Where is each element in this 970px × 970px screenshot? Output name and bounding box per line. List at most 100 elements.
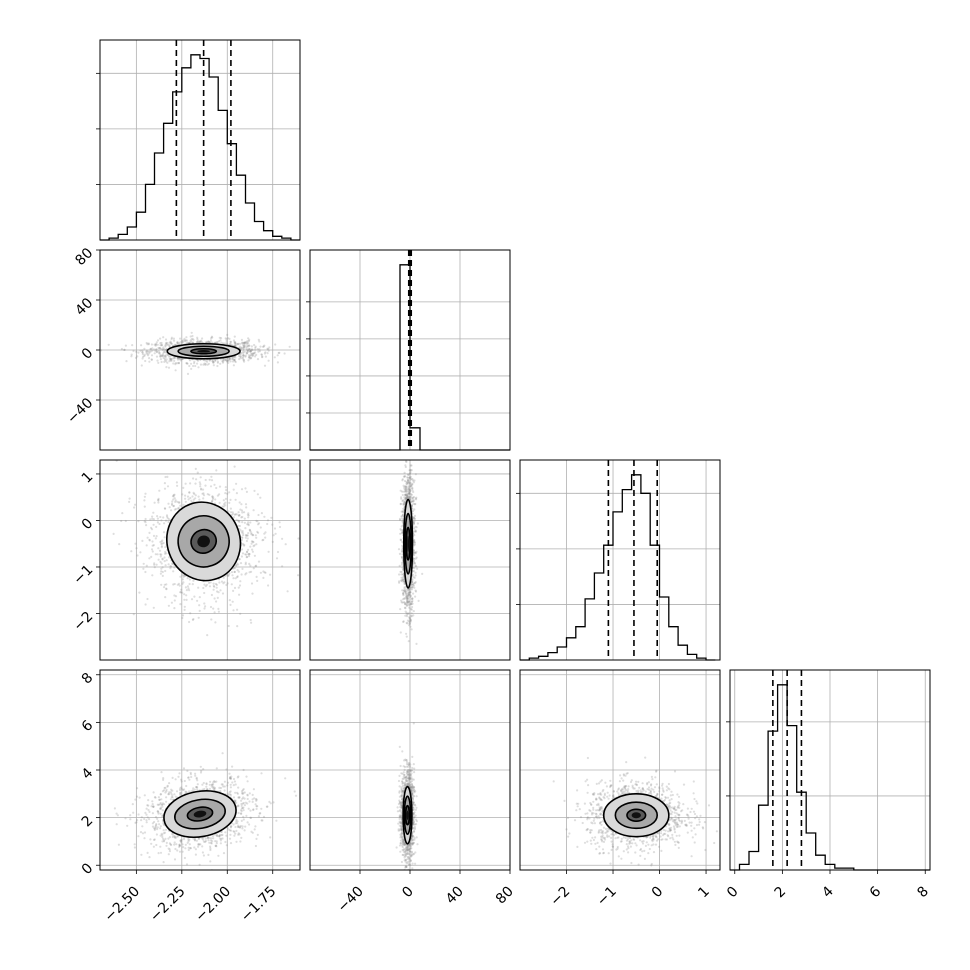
sample-point (411, 586, 414, 589)
sample-point (402, 578, 406, 581)
sample-point (222, 360, 225, 363)
sample-point (403, 475, 406, 478)
sample-point (159, 344, 162, 347)
sample-point (141, 357, 144, 360)
sample-point (188, 778, 191, 781)
sample-point (152, 544, 155, 547)
sample-point (232, 339, 236, 342)
sample-point (186, 585, 189, 588)
sample-point (403, 601, 406, 604)
sample-point (192, 491, 195, 494)
sample-point (164, 342, 168, 345)
sample-point (142, 355, 145, 358)
y-tick-label: 0 (79, 345, 97, 363)
sample-point (207, 853, 210, 857)
sample-point (406, 599, 409, 602)
sample-point (407, 480, 410, 483)
sample-point (159, 806, 162, 809)
sample-point (174, 847, 177, 851)
sample-point (250, 621, 253, 624)
sample-point (404, 493, 407, 497)
sample-point (212, 588, 215, 591)
sample-point (199, 483, 202, 486)
sample-point (407, 490, 411, 493)
sample-point (413, 551, 416, 554)
sample-point (155, 823, 158, 826)
sample-point (163, 354, 166, 357)
sample-point (232, 609, 235, 612)
sample-point (159, 347, 162, 350)
sample-point (162, 336, 165, 339)
sample-point (162, 516, 165, 519)
histogram-steps (100, 54, 300, 241)
sample-point (130, 355, 133, 358)
sample-point (409, 591, 412, 594)
sample-point (229, 511, 233, 514)
sample-point (408, 624, 411, 627)
sample-point (182, 581, 185, 584)
sample-point (135, 795, 139, 798)
sample-point (206, 360, 209, 363)
sample-point (248, 823, 251, 826)
sample-point (210, 341, 213, 344)
sample-point (151, 517, 154, 520)
sample-point (412, 521, 416, 524)
sample-point (155, 341, 158, 344)
sample-point (413, 540, 416, 544)
sample-point (199, 363, 203, 366)
sample-point (178, 844, 181, 847)
sample-point (203, 591, 206, 595)
sample-point (214, 498, 217, 501)
sample-point (154, 796, 157, 799)
sample-point (162, 352, 165, 355)
sample-point (209, 847, 212, 850)
sample-point (151, 803, 154, 806)
sample-point (173, 357, 176, 360)
sample-point (225, 341, 228, 345)
sample-point (242, 350, 245, 353)
sample-point (217, 610, 220, 613)
sample-point (409, 625, 412, 628)
sample-point (237, 570, 240, 573)
sample-point (235, 344, 238, 347)
sample-point (130, 353, 133, 356)
sample-point (262, 538, 265, 542)
sample-point (246, 793, 249, 796)
sample-point (246, 348, 249, 351)
sample-point (405, 488, 409, 491)
sample-point (198, 498, 201, 501)
sample-point (140, 853, 143, 856)
panel-frame (99, 459, 301, 661)
sample-point (243, 544, 246, 547)
sample-point (143, 520, 146, 523)
sample-point (405, 491, 408, 494)
sample-point (240, 573, 243, 576)
sample-point (234, 791, 237, 794)
sample-point (411, 585, 414, 589)
sample-point (241, 542, 245, 546)
sample-point (163, 350, 166, 353)
sample-point (406, 478, 409, 481)
sample-point (411, 597, 414, 600)
sample-point (164, 359, 167, 362)
density-core (407, 535, 410, 552)
sample-point (128, 497, 131, 500)
sample-point (236, 562, 239, 565)
sample-point (173, 493, 176, 496)
sample-point (188, 364, 191, 368)
sample-point (414, 571, 417, 574)
sample-point (155, 535, 158, 538)
sample-point (149, 347, 152, 350)
sample-point (267, 584, 270, 587)
sample-point (404, 465, 407, 469)
sample-point (406, 603, 409, 607)
sample-point (148, 539, 151, 542)
sample-point (180, 358, 184, 361)
sample-point (258, 340, 261, 343)
sample-point (174, 369, 177, 372)
sample-point (235, 492, 238, 495)
sample-point (413, 514, 417, 518)
sample-point (235, 818, 238, 821)
sample-point (240, 347, 243, 350)
sample-point (229, 340, 232, 343)
